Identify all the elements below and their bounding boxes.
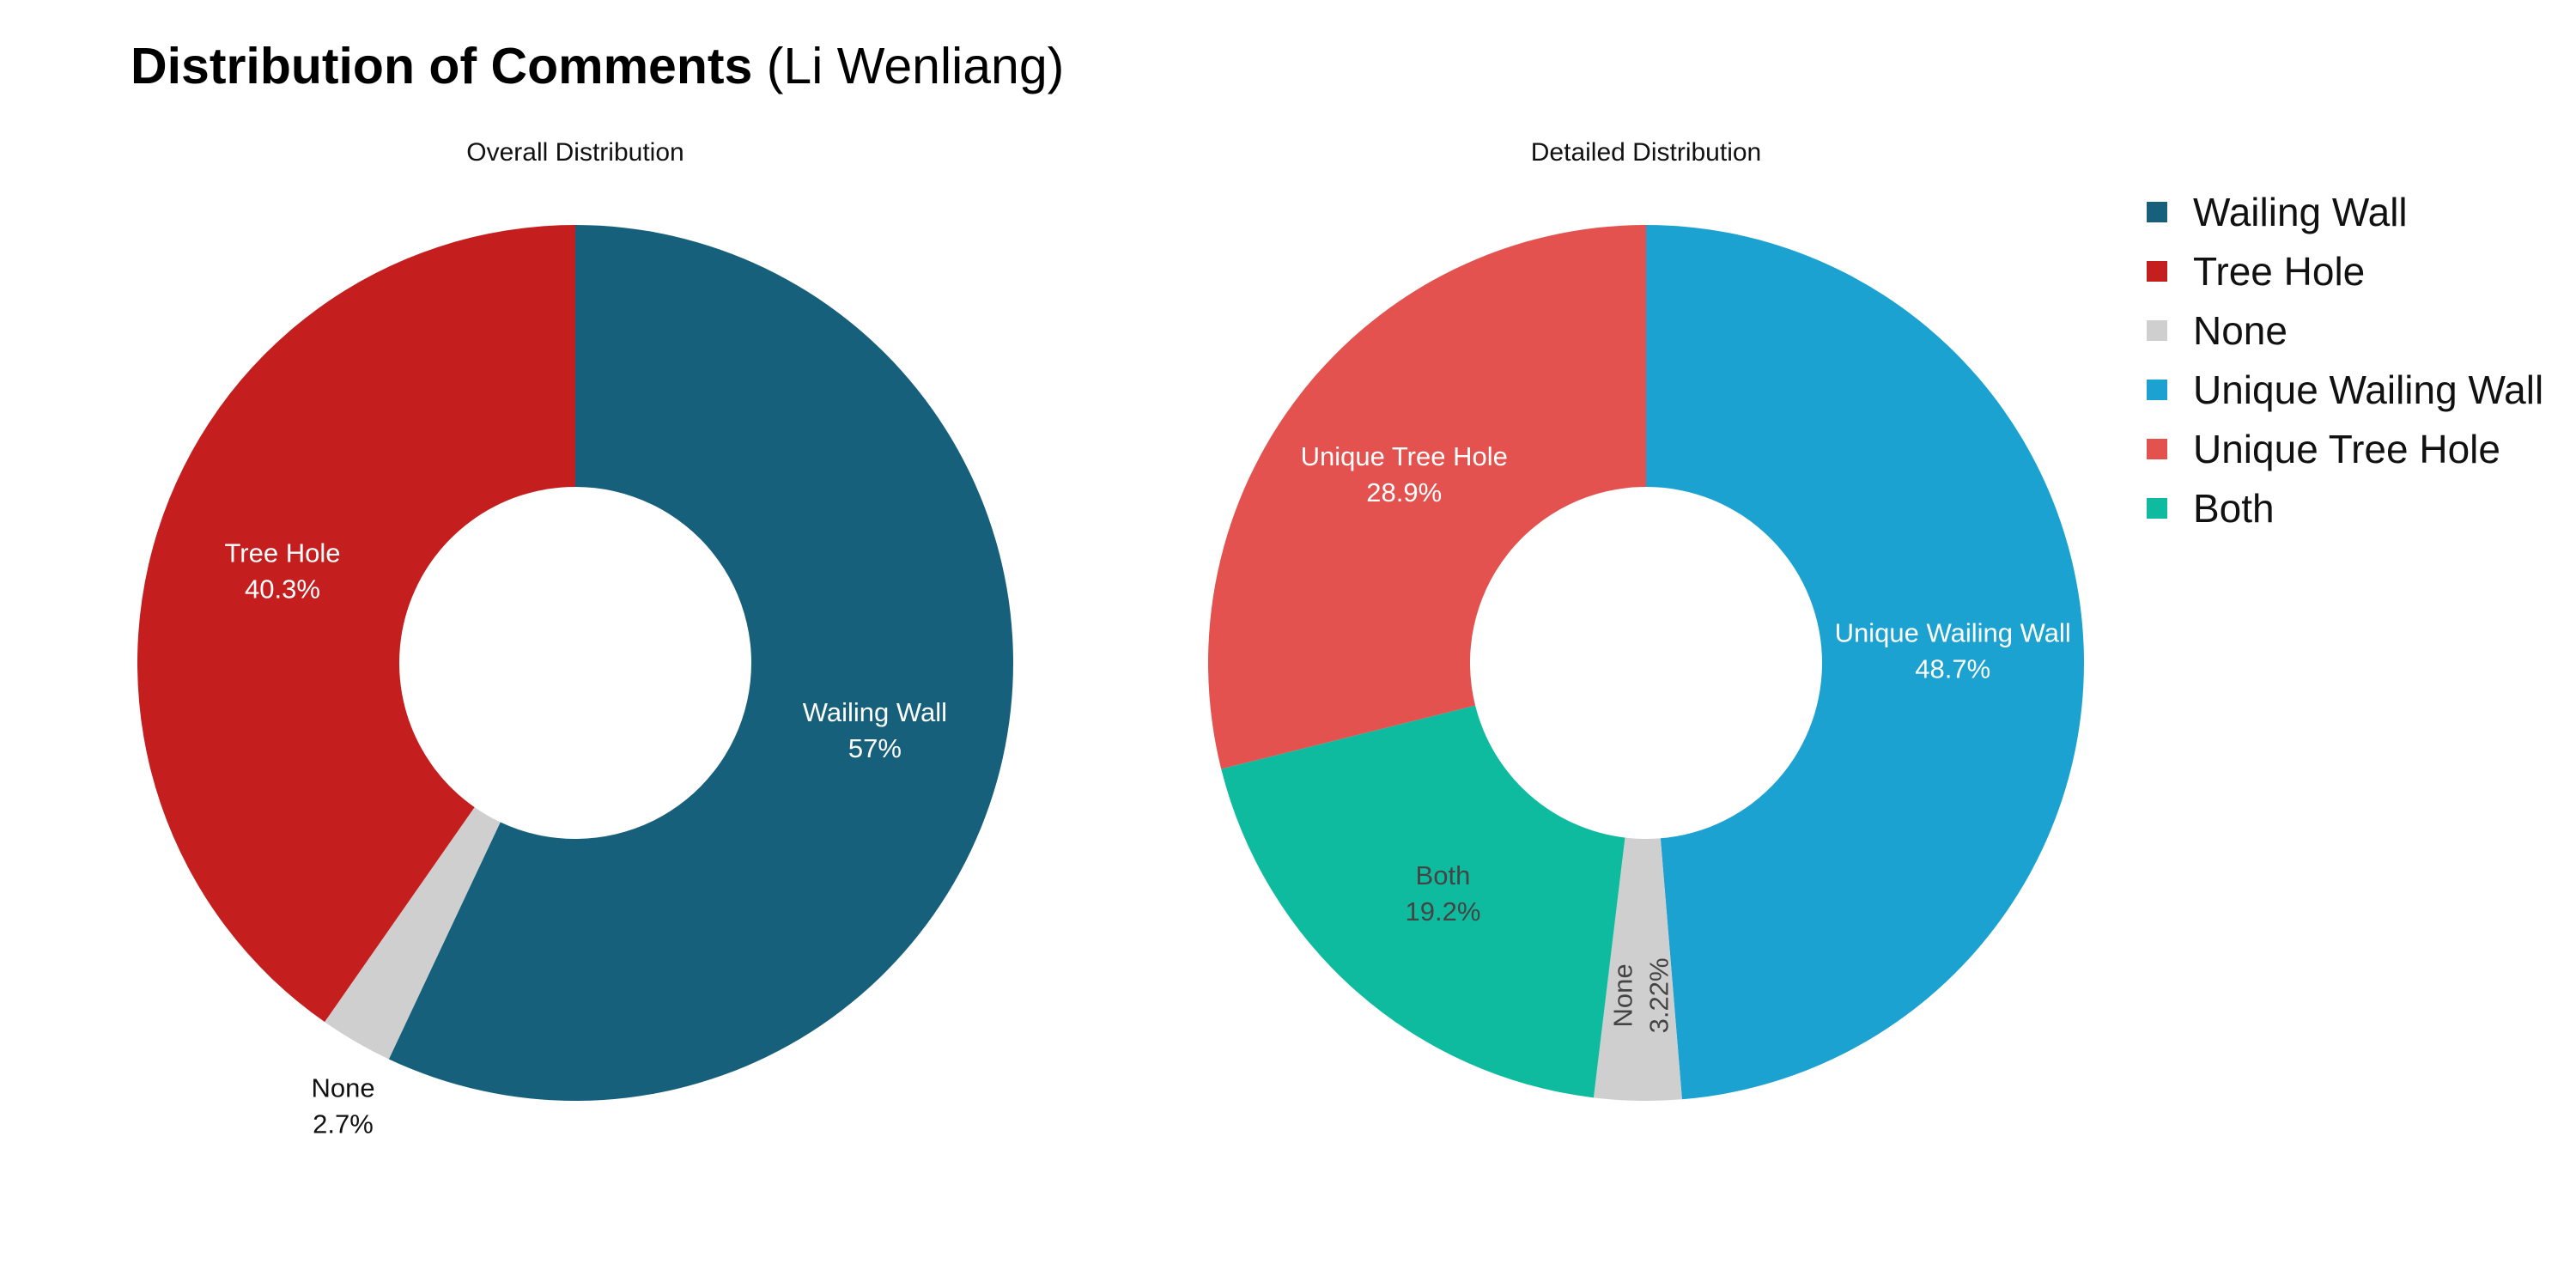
slice-label-wailing-wall: Wailing Wall 57%	[803, 697, 947, 763]
legend-label: None	[2193, 307, 2287, 353]
legend-swatch	[2147, 260, 2167, 282]
overall-donut	[137, 225, 1014, 1101]
legend-label: Tree Hole	[2193, 248, 2366, 294]
chart-title-suffix: (Li Wenliang)	[752, 38, 1065, 94]
legend: Wailing Wall Tree Hole None Unique Waili…	[2147, 182, 2543, 538]
slice-none	[1593, 837, 1682, 1102]
chart-title-main: Distribution of Comments	[131, 38, 753, 94]
slice-tree-hole	[137, 225, 575, 1023]
legend-swatch	[2147, 497, 2167, 519]
slice-both	[1221, 705, 1625, 1098]
legend-label: Unique Wailing Wall	[2193, 367, 2544, 412]
legend-label: Wailing Wall	[2193, 189, 2408, 234]
legend-swatch	[2147, 438, 2167, 459]
legend-item-unique-tree-hole: Unique Tree Hole	[2147, 419, 2543, 478]
legend-item-none: None	[2147, 301, 2543, 360]
chart-title: Distribution of Comments (Li Wenliang)	[131, 36, 1064, 97]
slice-unique-tree-hole	[1208, 225, 1646, 769]
legend-swatch	[2147, 319, 2167, 341]
legend-item-tree-hole: Tree Hole	[2147, 241, 2543, 301]
legend-swatch	[2147, 379, 2167, 400]
legend-label: Both	[2193, 485, 2275, 531]
slice-label-unique-wailing-wall: Unique Wailing Wall 48.7%	[1835, 617, 2071, 683]
detailed-donut	[1208, 225, 2085, 1102]
slice-wailing-wall	[388, 225, 1014, 1101]
slice-label-unique-tree-hole: Unique Tree Hole 28.9%	[1301, 441, 1508, 507]
legend-label: Unique Tree Hole	[2193, 426, 2500, 471]
slice-unique-wailing-wall	[1646, 225, 2085, 1100]
slice-label-none: None 3.22%	[1607, 957, 1674, 1033]
detailed-chart-subtitle: Detailed Distribution	[1530, 138, 1762, 167]
slice-none	[325, 807, 501, 1060]
slice-label-none: None 2.7%	[311, 1072, 374, 1139]
legend-swatch	[2147, 201, 2167, 222]
slice-label-both: Both 19.2%	[1405, 860, 1480, 927]
slice-label-tree-hole: Tree Hole 40.3%	[224, 538, 340, 605]
legend-item-unique-wailing-wall: Unique Wailing Wall	[2147, 360, 2543, 419]
overall-chart-subtitle: Overall Distribution	[466, 138, 684, 167]
legend-item-both: Both	[2147, 478, 2543, 538]
legend-item-wailing-wall: Wailing Wall	[2147, 182, 2543, 241]
